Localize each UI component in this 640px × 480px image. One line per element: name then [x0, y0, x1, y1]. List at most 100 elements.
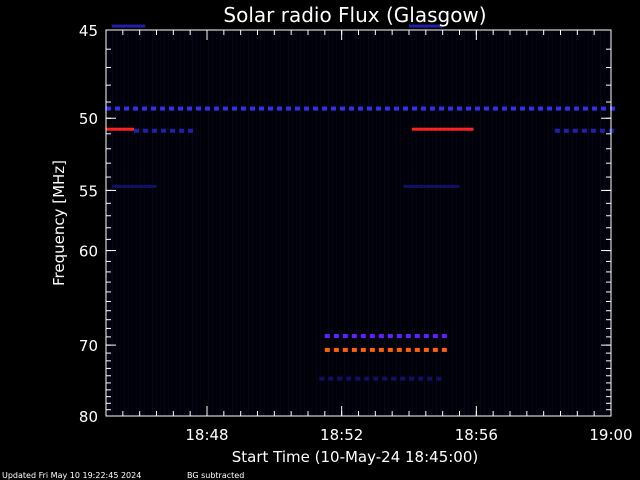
texture-stripe: [596, 30, 597, 416]
texture-stripe: [456, 30, 457, 416]
x-tick-label: 18:48: [185, 426, 228, 444]
texture-stripe: [524, 30, 525, 416]
chart-title: Solar radio Flux (Glasgow): [223, 3, 486, 27]
texture-stripe: [164, 30, 165, 416]
texture-stripe: [296, 30, 297, 416]
band-dash: [367, 106, 372, 111]
band-dash: [304, 106, 309, 111]
band-dash: [396, 334, 402, 339]
texture-stripe: [316, 30, 317, 416]
texture-stripe: [284, 30, 285, 416]
y-tick-label: 60: [79, 243, 98, 261]
band-dash: [405, 334, 411, 339]
band-segment: [111, 184, 157, 188]
texture-stripe: [264, 30, 265, 416]
texture-stripe: [184, 30, 185, 416]
texture-stripe: [156, 30, 157, 416]
band-dash: [511, 106, 516, 111]
band-dash: [414, 347, 420, 352]
texture-stripe: [292, 30, 293, 416]
texture-stripe: [132, 30, 133, 416]
texture-stripe: [228, 30, 229, 416]
texture-stripe: [404, 30, 405, 416]
band-dash: [554, 128, 560, 133]
band-dash: [151, 106, 156, 111]
texture-stripe: [180, 30, 181, 416]
band-dash: [396, 347, 402, 352]
texture-stripe: [484, 30, 485, 416]
band-dash: [430, 106, 435, 111]
band-dash: [322, 106, 327, 111]
texture-stripe: [304, 30, 305, 416]
texture-stripe: [536, 30, 537, 416]
band-dash: [324, 347, 330, 352]
texture-stripe: [368, 30, 369, 416]
texture-stripe: [480, 30, 481, 416]
band-dash: [160, 106, 165, 111]
texture-stripe: [116, 30, 117, 416]
texture-stripe: [432, 30, 433, 416]
band-dash: [259, 106, 264, 111]
texture-stripe: [360, 30, 361, 416]
texture-stripe: [544, 30, 545, 416]
texture-stripe: [140, 30, 141, 416]
texture-stripe: [464, 30, 465, 416]
texture-stripe: [604, 30, 605, 416]
band-dash: [418, 376, 424, 381]
band-dash: [405, 347, 411, 352]
texture-stripe: [444, 30, 445, 416]
texture-stripe: [336, 30, 337, 416]
texture-stripe: [588, 30, 589, 416]
band-dash: [400, 376, 406, 381]
band-dash: [178, 106, 183, 111]
band-dash: [520, 106, 525, 111]
y-axis-label: Frequency [MHz]: [50, 160, 68, 286]
band-dash: [502, 106, 507, 111]
texture-stripe: [280, 30, 281, 416]
texture-stripe: [152, 30, 153, 416]
texture-stripe: [532, 30, 533, 416]
texture-stripe: [384, 30, 385, 416]
band-dash: [170, 128, 176, 133]
texture-stripe: [440, 30, 441, 416]
band-dash: [286, 106, 291, 111]
texture-stripe: [560, 30, 561, 416]
band-dash: [432, 347, 438, 352]
band-dash: [319, 376, 325, 381]
texture-stripe: [148, 30, 149, 416]
band-dash: [342, 347, 348, 352]
band-dash: [387, 334, 393, 339]
x-axis-label: Start Time (10-May-24 18:45:00): [232, 448, 478, 466]
y-tick-label: 70: [79, 337, 98, 355]
band-dash: [529, 106, 534, 111]
texture-stripe: [172, 30, 173, 416]
band-dash: [268, 106, 273, 111]
texture-stripe: [356, 30, 357, 416]
plot-background: [106, 30, 611, 416]
band-segment: [409, 24, 443, 28]
band-dash: [581, 128, 587, 133]
texture-stripe: [556, 30, 557, 416]
band-dash: [592, 106, 597, 111]
texture-stripe: [120, 30, 121, 416]
texture-stripe: [348, 30, 349, 416]
texture-stripe: [236, 30, 237, 416]
y-tick-label: 50: [79, 110, 98, 128]
band-dash: [324, 334, 330, 339]
band-dash: [369, 347, 375, 352]
band-dash: [563, 128, 569, 133]
texture-stripe: [496, 30, 497, 416]
band-dash: [214, 106, 219, 111]
band-dash: [565, 106, 570, 111]
texture-stripe: [248, 30, 249, 416]
band-dash: [169, 106, 174, 111]
texture-stripe: [380, 30, 381, 416]
band-dash: [106, 106, 111, 111]
band-dash: [378, 347, 384, 352]
band-dash: [360, 334, 366, 339]
texture-stripe: [160, 30, 161, 416]
band-dash: [241, 106, 246, 111]
band-dash: [223, 106, 228, 111]
texture-stripe: [112, 30, 113, 416]
